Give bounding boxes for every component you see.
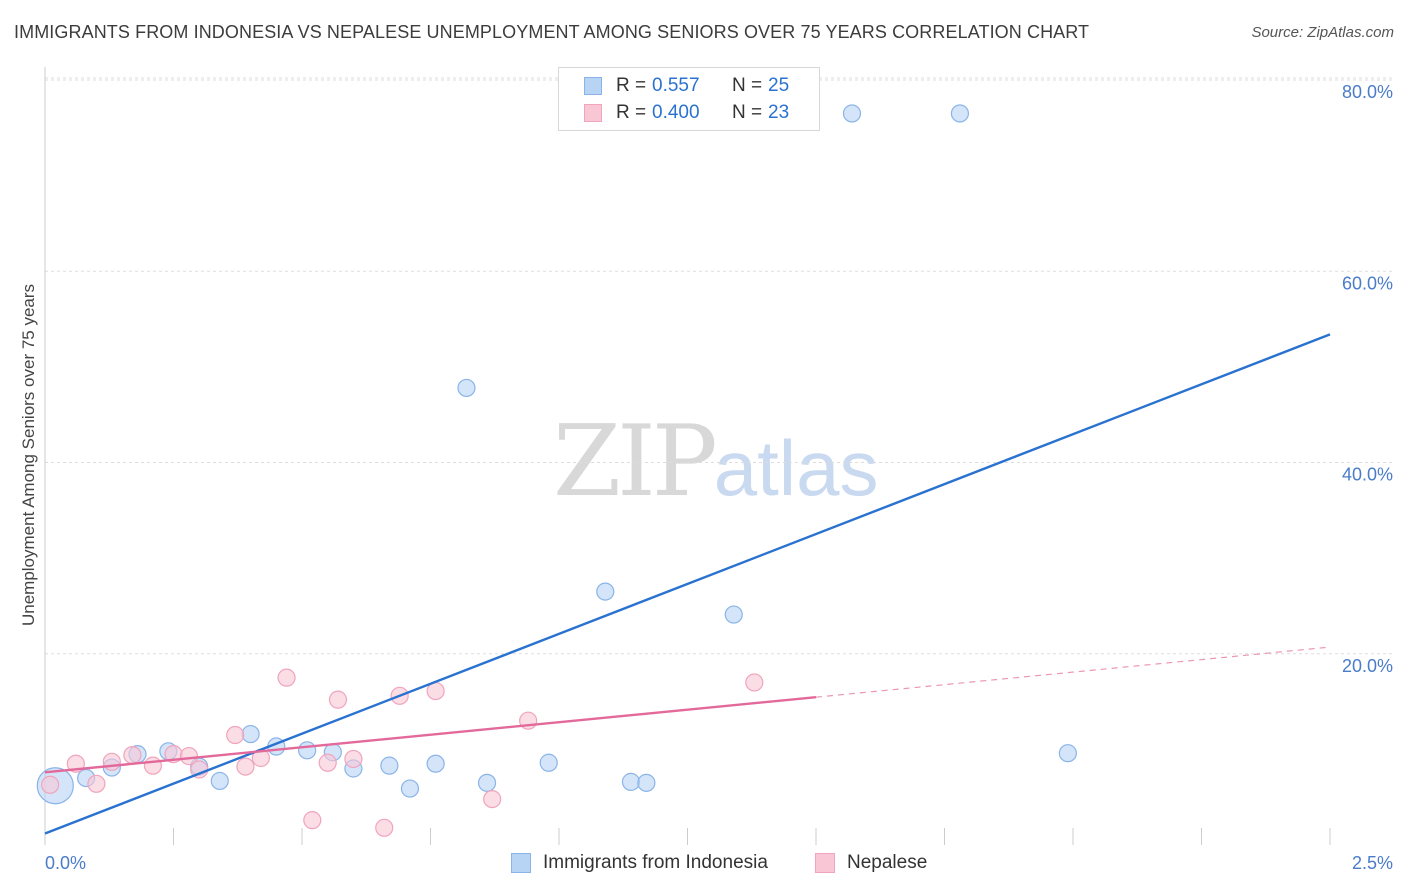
data-point-nepalese xyxy=(41,775,60,794)
data-point-indonesia xyxy=(621,772,641,791)
data-point-indonesia xyxy=(724,605,743,624)
data-point-indonesia xyxy=(457,378,476,398)
data-point-nepalese xyxy=(102,752,121,771)
data-point-indonesia xyxy=(380,756,399,775)
data-point-indonesia xyxy=(210,771,229,791)
legend-row-indonesia: R = 0.557 N = 25 xyxy=(584,73,789,99)
data-point-nepalese xyxy=(143,756,163,775)
source-label: Source: ZipAtlas.com xyxy=(1251,24,1394,41)
series-legend-indonesia[interactable]: Immigrants from Indonesia xyxy=(511,852,768,874)
correlation-legend: R = 0.557 N = 25 R = 0.400 N = 23 xyxy=(558,67,820,131)
data-point-indonesia xyxy=(1058,744,1077,763)
data-point-indonesia xyxy=(637,773,656,792)
watermark-atlas: atlas xyxy=(713,424,879,512)
y-tick-label: 20.0% xyxy=(1342,656,1393,676)
data-point-indonesia xyxy=(241,724,260,744)
data-point-nepalese xyxy=(344,749,363,769)
legend-n-label: N = xyxy=(732,75,763,96)
legend-r-label: R = xyxy=(616,75,647,96)
legend-n-label: N = xyxy=(732,102,763,123)
legend-r-value: 0.400 xyxy=(652,102,700,123)
data-point-indonesia xyxy=(477,773,497,792)
legend-swatch-blue xyxy=(584,77,602,95)
data-point-nepalese xyxy=(745,673,764,692)
y-axis-label: Unemployment Among Seniors over 75 years xyxy=(19,283,38,627)
series-swatch-pink xyxy=(815,853,835,873)
data-point-nepalese xyxy=(483,789,502,809)
data-point-nepalese xyxy=(303,811,322,830)
data-point-nepalese xyxy=(328,690,348,709)
data-point-nepalese xyxy=(375,818,394,837)
legend-n-value: 23 xyxy=(768,102,790,123)
data-point-indonesia xyxy=(426,754,445,773)
trendline-indonesia xyxy=(44,333,1331,835)
chart-title: IMMIGRANTS FROM INDONESIA VS NEPALESE UN… xyxy=(14,22,1090,42)
data-point-indonesia xyxy=(400,779,420,798)
legend-swatch-pink xyxy=(584,104,602,122)
x-tick-label: 0.0% xyxy=(45,853,86,873)
trendline-nepalese xyxy=(44,695,817,774)
legend-n-value: 25 xyxy=(768,75,790,96)
data-point-nepalese xyxy=(236,757,255,776)
data-point-nepalese xyxy=(87,774,106,793)
series-legend-nepalese[interactable]: Nepalese xyxy=(815,852,927,874)
data-point-indonesia xyxy=(539,753,558,772)
y-tick-label: 80.0% xyxy=(1342,82,1393,102)
data-point-indonesia xyxy=(596,582,615,601)
legend-row-nepalese: R = 0.400 N = 23 xyxy=(584,100,789,126)
y-tick-label: 40.0% xyxy=(1342,465,1393,485)
data-point-indonesia xyxy=(950,104,970,123)
data-point-nepalese xyxy=(123,746,142,765)
data-point-nepalese xyxy=(277,668,296,687)
trendline-nepalese-extension xyxy=(815,646,1331,698)
series-legend-label: Immigrants from Indonesia xyxy=(543,852,768,873)
data-point-indonesia xyxy=(842,104,862,123)
series-swatch-blue xyxy=(511,853,531,873)
series-legend-label: Nepalese xyxy=(847,852,928,873)
data-point-nepalese xyxy=(226,725,245,745)
legend-r-label: R = xyxy=(616,102,647,123)
series-legend: Immigrants from Indonesia Nepalese xyxy=(0,852,1406,878)
legend-r-value: 0.557 xyxy=(652,75,700,96)
data-point-indonesia xyxy=(298,741,317,760)
data-point-nepalese xyxy=(318,753,337,772)
y-tick-label: 60.0% xyxy=(1342,273,1393,293)
x-tick-label: 2.5% xyxy=(1352,853,1393,873)
data-point-nepalese xyxy=(179,746,199,766)
